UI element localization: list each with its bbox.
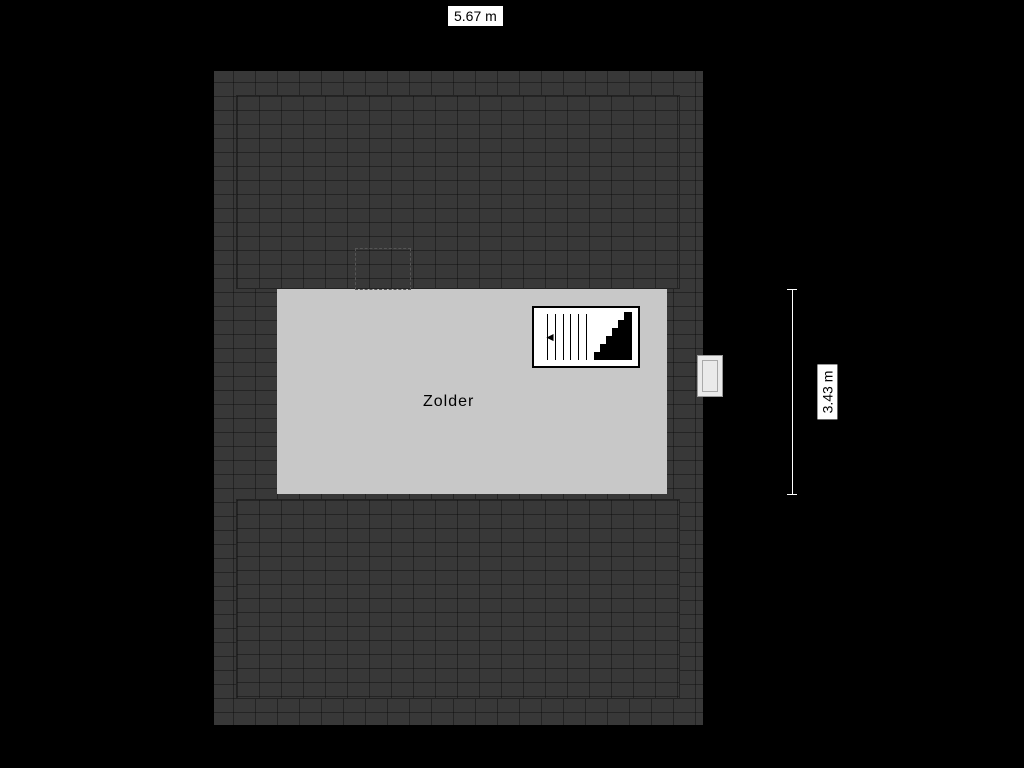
dimension-right-label: 3.43 m: [817, 365, 837, 420]
dimension-right-guide: [792, 289, 793, 494]
side-window-frame: [702, 360, 718, 392]
roof-hip-top-tiles: [237, 96, 679, 288]
staircase: ◄: [532, 306, 640, 368]
roof-hip-bottom-tiles: [237, 500, 679, 698]
floorplan: ◄ Zolder: [211, 68, 706, 728]
dimension-right-tick-bottom: [787, 494, 797, 495]
roof-hip-bottom: [236, 499, 680, 699]
dimension-top-label: 5.67 m: [448, 6, 503, 26]
roof-hip-top: [236, 95, 680, 289]
stair-direction-arrow-icon: ◄: [544, 330, 556, 344]
roof-hatch-outline: [355, 248, 411, 290]
stair-stringer: [594, 314, 632, 360]
room-label: Zolder: [423, 393, 474, 411]
side-window: [697, 355, 723, 397]
dimension-right-tick-top: [787, 289, 797, 290]
